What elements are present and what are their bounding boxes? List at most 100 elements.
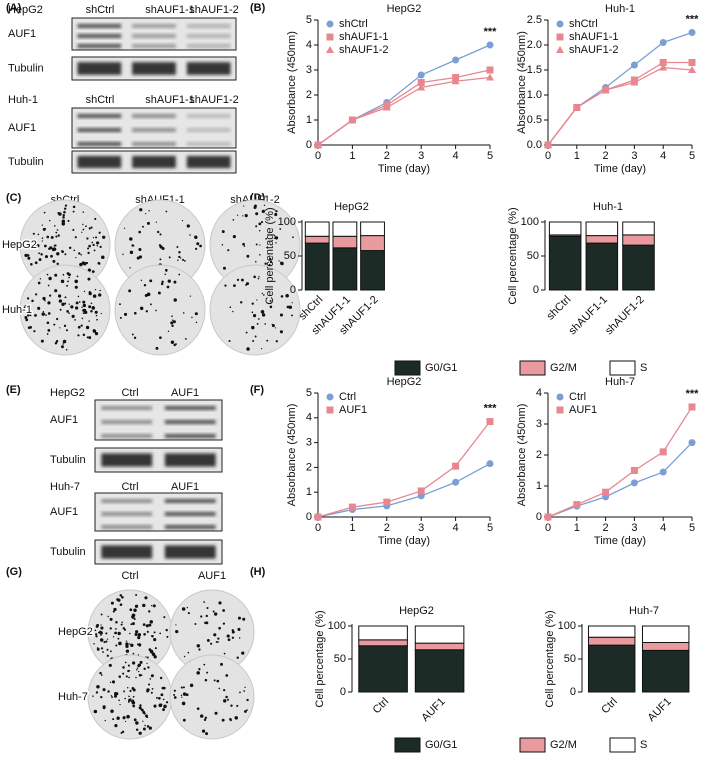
marker bbox=[544, 141, 552, 148]
colony bbox=[138, 673, 142, 677]
colony bbox=[94, 217, 97, 221]
colony bbox=[152, 604, 156, 608]
colony bbox=[264, 262, 267, 265]
x-tick-label: 0 bbox=[315, 150, 321, 162]
colony bbox=[160, 693, 164, 697]
colony bbox=[191, 316, 193, 319]
colony bbox=[243, 690, 245, 692]
colony bbox=[159, 632, 162, 635]
colony bbox=[136, 667, 139, 669]
colony bbox=[256, 322, 259, 325]
marker bbox=[688, 403, 696, 411]
colony bbox=[146, 688, 150, 692]
x-tick-label: 1 bbox=[574, 522, 580, 534]
colony bbox=[125, 675, 128, 678]
colony bbox=[137, 654, 140, 656]
colony bbox=[204, 678, 208, 682]
colony bbox=[119, 704, 121, 706]
colony bbox=[53, 323, 56, 326]
colony bbox=[68, 246, 72, 250]
colony bbox=[198, 648, 201, 651]
x-tick-label: 5 bbox=[689, 522, 695, 534]
legend-label: shCtrl bbox=[339, 18, 368, 30]
legend-label: S bbox=[640, 739, 647, 751]
colony bbox=[49, 294, 52, 297]
colony bbox=[47, 301, 51, 305]
colony bbox=[109, 617, 113, 621]
blot-band bbox=[132, 155, 176, 169]
colony bbox=[112, 636, 115, 638]
colony bbox=[213, 633, 217, 637]
colony bbox=[171, 324, 174, 328]
colony bbox=[140, 674, 143, 677]
blot-band bbox=[101, 525, 153, 529]
colony bbox=[129, 237, 133, 241]
colony bbox=[223, 652, 226, 655]
colony bbox=[144, 724, 146, 727]
colony bbox=[61, 302, 65, 307]
y-tick-label: 3 bbox=[306, 64, 312, 76]
colony bbox=[146, 662, 148, 665]
colony bbox=[232, 235, 236, 239]
colony bbox=[138, 247, 142, 252]
bar-segment bbox=[622, 244, 655, 291]
colony bbox=[134, 633, 138, 636]
colony bbox=[269, 260, 273, 264]
x-tick-label: 1 bbox=[349, 522, 355, 534]
colony bbox=[100, 613, 103, 616]
chart-title: HepG2 bbox=[387, 3, 422, 15]
colony bbox=[194, 312, 198, 316]
legend-marker bbox=[326, 46, 334, 53]
colony bbox=[92, 243, 95, 247]
colony bbox=[47, 329, 51, 332]
x-tick-label: 2 bbox=[603, 150, 609, 162]
y-tick-label: 0 bbox=[536, 511, 542, 523]
y-tick-label: 0 bbox=[533, 284, 539, 296]
colony bbox=[135, 594, 138, 597]
legend-swatch bbox=[394, 737, 421, 753]
colony bbox=[145, 213, 147, 215]
y-tick-label: 5 bbox=[306, 14, 312, 26]
colony bbox=[181, 220, 184, 222]
colony bbox=[239, 691, 241, 694]
blot-band bbox=[77, 24, 122, 28]
colony bbox=[185, 693, 189, 697]
colony bbox=[65, 348, 68, 351]
colony bbox=[242, 617, 246, 621]
colony bbox=[153, 655, 157, 659]
colony bbox=[124, 720, 127, 723]
colony bbox=[50, 235, 54, 239]
colony bbox=[151, 634, 154, 638]
colony bbox=[149, 678, 152, 680]
colony bbox=[118, 641, 122, 646]
colony bbox=[123, 628, 127, 631]
colony bbox=[279, 228, 282, 230]
bar-segment bbox=[585, 221, 619, 237]
colony bbox=[44, 299, 46, 302]
colony bbox=[64, 253, 67, 256]
blot-band bbox=[77, 142, 122, 146]
colony bbox=[149, 620, 153, 624]
colony bbox=[103, 641, 106, 644]
colony bbox=[66, 284, 69, 287]
colony bbox=[159, 676, 163, 680]
colony bbox=[95, 633, 98, 636]
colony bbox=[44, 244, 47, 248]
colony bbox=[227, 638, 231, 642]
colony bbox=[215, 640, 218, 643]
colony bbox=[131, 622, 135, 626]
colony bbox=[213, 679, 216, 682]
colony bbox=[128, 676, 130, 679]
y-axis-label: Absorbance (450nm) bbox=[516, 404, 528, 507]
colony bbox=[110, 601, 114, 605]
colony bbox=[128, 289, 132, 293]
marker bbox=[382, 103, 391, 111]
bar-segment bbox=[414, 649, 465, 693]
colony bbox=[218, 601, 222, 605]
colony bbox=[142, 720, 144, 722]
legend-marker bbox=[326, 20, 334, 28]
blot-row-label: AUF1 bbox=[50, 506, 78, 518]
colony bbox=[105, 632, 108, 635]
y-tick-label: 100 bbox=[328, 620, 346, 632]
colony bbox=[90, 302, 93, 305]
